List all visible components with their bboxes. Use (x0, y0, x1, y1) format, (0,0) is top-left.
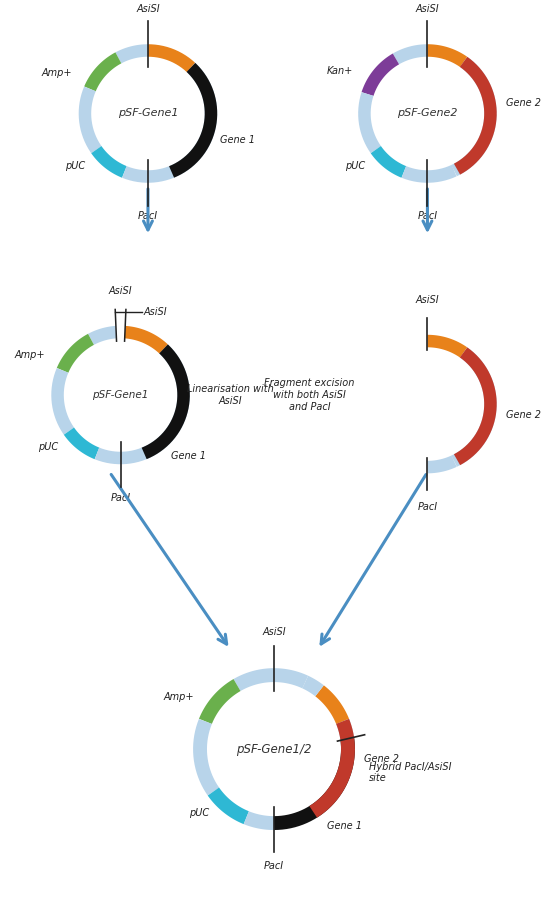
Text: Linearisation with
AsiSI: Linearisation with AsiSI (187, 384, 273, 406)
Text: PacI: PacI (418, 211, 437, 221)
Text: AsiSI: AsiSI (262, 627, 286, 637)
Text: AsiSI: AsiSI (109, 286, 133, 296)
Text: PacI: PacI (138, 211, 158, 221)
Text: Gene 1: Gene 1 (171, 450, 206, 460)
Text: Amp+: Amp+ (14, 350, 44, 360)
Text: Amp+: Amp+ (163, 692, 193, 702)
Text: AsiSI: AsiSI (415, 5, 439, 15)
Text: Gene 2: Gene 2 (506, 410, 541, 420)
Text: Gene 1: Gene 1 (220, 135, 255, 145)
Text: pSF-Gene1/2: pSF-Gene1/2 (236, 743, 312, 755)
Text: pUC: pUC (38, 442, 58, 452)
Text: pSF-Gene2: pSF-Gene2 (397, 108, 458, 119)
Text: pUC: pUC (345, 161, 365, 171)
Text: Fragment excision
with both AsiSI
and PacI: Fragment excision with both AsiSI and Pa… (265, 379, 355, 411)
Text: PacI: PacI (111, 492, 130, 502)
Text: Gene 2: Gene 2 (363, 755, 398, 765)
Text: pUC: pUC (189, 808, 209, 818)
Text: PacI: PacI (418, 501, 437, 511)
Text: pUC: pUC (65, 161, 85, 171)
Text: AsiSI: AsiSI (415, 295, 439, 305)
Text: pSF-Gene1: pSF-Gene1 (93, 390, 149, 400)
Text: PacI: PacI (264, 861, 284, 871)
Text: Hybrid PacI/AsiSI
site: Hybrid PacI/AsiSI site (369, 762, 452, 783)
Text: AsiSI: AsiSI (144, 307, 168, 317)
Text: Kan+: Kan+ (327, 66, 353, 76)
Text: Amp+: Amp+ (42, 68, 72, 78)
Text: AsiSI: AsiSI (136, 5, 160, 15)
Text: Gene 1: Gene 1 (327, 821, 362, 831)
Text: Gene 2: Gene 2 (506, 97, 541, 107)
Text: pSF-Gene1: pSF-Gene1 (118, 108, 178, 119)
